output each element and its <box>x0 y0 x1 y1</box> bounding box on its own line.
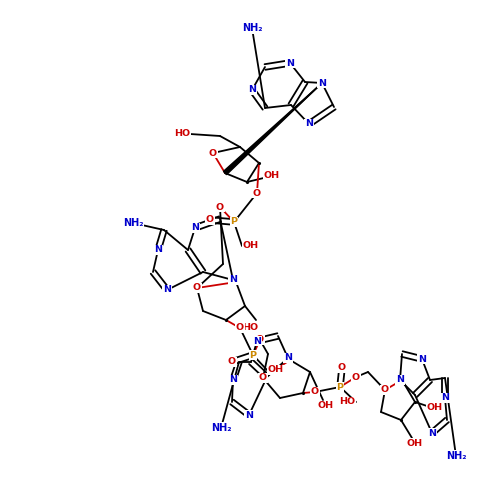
Text: N: N <box>284 354 292 362</box>
Text: NH₂: NH₂ <box>211 423 231 433</box>
Text: O: O <box>193 284 201 292</box>
Text: N: N <box>163 286 171 294</box>
Text: N: N <box>229 376 237 384</box>
Text: O: O <box>209 148 217 158</box>
Text: NH₂: NH₂ <box>242 23 262 33</box>
Text: N: N <box>253 336 261 345</box>
Text: N: N <box>286 58 294 68</box>
Text: HO: HO <box>242 324 258 332</box>
Text: N: N <box>245 410 253 420</box>
Text: P: P <box>336 382 344 392</box>
Text: O: O <box>259 374 267 382</box>
Text: N: N <box>305 120 313 128</box>
Text: O: O <box>256 336 264 344</box>
Text: OH: OH <box>264 172 280 180</box>
Text: OH: OH <box>407 438 423 448</box>
Text: OH: OH <box>318 402 334 410</box>
Polygon shape <box>286 356 290 360</box>
Text: OH: OH <box>243 242 259 250</box>
Polygon shape <box>232 278 236 282</box>
Text: O: O <box>352 372 360 382</box>
Text: N: N <box>154 246 162 254</box>
Text: N: N <box>441 394 449 402</box>
Text: O: O <box>338 364 346 372</box>
Text: O: O <box>381 386 389 394</box>
Text: HO: HO <box>174 130 190 138</box>
Text: O: O <box>311 388 319 396</box>
Polygon shape <box>400 378 402 382</box>
Text: N: N <box>396 376 404 384</box>
Text: N: N <box>428 428 436 438</box>
Text: P: P <box>230 218 237 226</box>
Text: N: N <box>248 86 256 94</box>
Text: O: O <box>206 216 214 224</box>
Text: NH₂: NH₂ <box>123 218 144 228</box>
Polygon shape <box>224 83 322 174</box>
Text: O: O <box>216 202 224 211</box>
Text: O: O <box>253 188 261 198</box>
Text: N: N <box>418 354 426 364</box>
Text: N: N <box>318 78 326 88</box>
Text: N: N <box>229 276 237 284</box>
Text: OH: OH <box>427 402 443 411</box>
Text: O: O <box>236 324 244 332</box>
Text: NH₂: NH₂ <box>446 451 466 461</box>
Text: O: O <box>228 358 236 366</box>
Text: HO: HO <box>339 398 355 406</box>
Text: N: N <box>191 224 199 232</box>
Text: P: P <box>250 350 256 360</box>
Text: OH: OH <box>268 366 284 374</box>
